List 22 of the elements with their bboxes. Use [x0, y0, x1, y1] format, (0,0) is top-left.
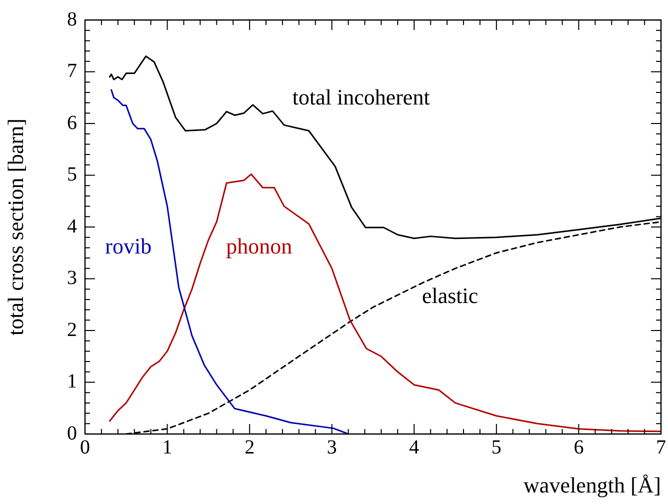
y-tick-label: 7: [67, 60, 77, 82]
y-tick-label: 8: [67, 8, 77, 30]
y-axis-title: total cross section [barn]: [2, 118, 28, 336]
x-tick-label: 3: [326, 436, 337, 458]
x-tick-label: 7: [656, 436, 666, 458]
x-tick-label: 2: [244, 436, 255, 458]
y-tick-label: 3: [67, 267, 77, 289]
y-tick-label: 4: [67, 215, 77, 238]
y-tick-label: 6: [67, 112, 77, 134]
series-label: elastic: [422, 283, 478, 308]
series-label: rovib: [105, 233, 152, 258]
y-tick-label: 5: [67, 164, 77, 186]
x-tick-label: 5: [491, 436, 502, 458]
y-tick-label: 1: [67, 370, 77, 392]
x-tick-label: 1: [162, 436, 172, 458]
x-tick-label: 6: [574, 436, 584, 458]
x-axis-title: wavelength [Å]: [524, 472, 661, 498]
y-tick-label: 0: [67, 422, 77, 444]
x-tick-label: 4: [409, 436, 420, 458]
y-tick-label: 2: [67, 318, 77, 341]
series-label: phonon: [226, 233, 292, 258]
series-label: total incoherent: [292, 84, 430, 110]
